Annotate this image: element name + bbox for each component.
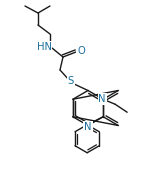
Text: S: S — [68, 76, 74, 86]
Text: O: O — [77, 46, 85, 56]
Text: N: N — [98, 94, 106, 104]
Text: HN: HN — [36, 42, 51, 52]
Text: N: N — [84, 121, 92, 131]
